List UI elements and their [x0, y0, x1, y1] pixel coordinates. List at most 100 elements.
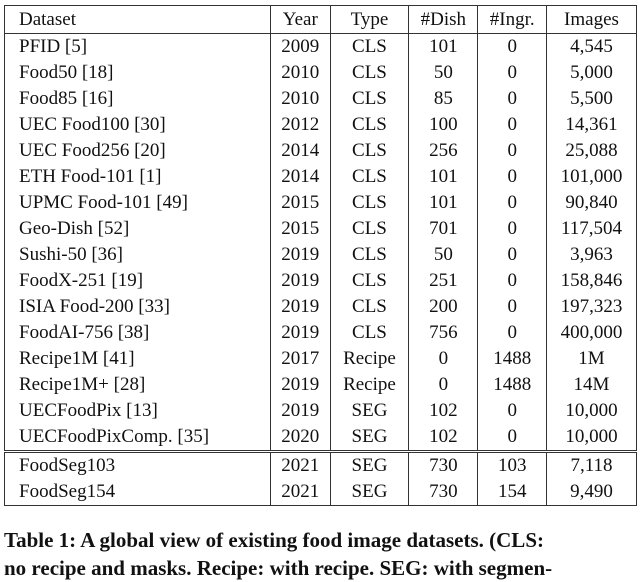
table-cell: 2019: [269, 242, 331, 268]
table-cell: 0: [477, 242, 547, 268]
table-cell: 102: [408, 424, 479, 452]
table-cell: 0: [477, 320, 547, 346]
table-cell: UPMC Food-101 [49]: [4, 190, 271, 216]
table-cell: Food50 [18]: [4, 60, 271, 86]
table-cell: 2019: [269, 320, 331, 346]
table-cell: 103: [477, 450, 547, 479]
table-wrap: Dataset Year Type #Dish #Ingr. Images PFID [5]…: [4, 5, 638, 506]
table-cell: 2021: [269, 450, 331, 479]
table-cell: 0: [477, 60, 547, 86]
table-row: Recipe1M [41] 2017 Recipe 0 1488 1M: [4, 346, 638, 372]
table-cell: 197,323: [545, 294, 638, 320]
table-cell: CLS: [329, 320, 410, 346]
table-row: UECFoodPix [13] 2019 SEG 102 0 10,000: [4, 398, 638, 424]
table-cell: 50: [408, 60, 479, 86]
table-cell: CLS: [329, 138, 410, 164]
table-cell: 10,000: [545, 398, 638, 424]
table-cell: 251: [408, 268, 479, 294]
table-cell: CLS: [329, 86, 410, 112]
header-cell: #Ingr.: [477, 5, 547, 34]
table-cell: 154: [477, 479, 547, 506]
table-cell: 0: [477, 190, 547, 216]
table-cell: 756: [408, 320, 479, 346]
caption-line: Table 1: A global view of existing food …: [4, 528, 544, 552]
table-cell: CLS: [329, 294, 410, 320]
table-cell: ISIA Food-200 [33]: [4, 294, 271, 320]
header-cell: Dataset: [4, 5, 271, 34]
header-cell: Year: [269, 5, 331, 34]
table-cell: 2021: [269, 479, 331, 506]
table-cell: PFID [5]: [4, 33, 271, 60]
table-cell: 25,088: [545, 138, 638, 164]
table-cell: 2019: [269, 294, 331, 320]
table-cell: SEG: [329, 398, 410, 424]
table-cell: 0: [477, 294, 547, 320]
table-cell: 100: [408, 112, 479, 138]
header-cell: #Dish: [408, 5, 479, 34]
table-cell: FoodSeg154: [4, 479, 271, 506]
header-cell: Type: [329, 5, 410, 34]
table-cell: CLS: [329, 216, 410, 242]
table-cell: 0: [408, 346, 479, 372]
table-cell: 117,504: [545, 216, 638, 242]
table-cell: 14,361: [545, 112, 638, 138]
table-row: Geo-Dish [52] 2015 CLS 701 0 117,504: [4, 216, 638, 242]
table-cell: CLS: [329, 112, 410, 138]
table-cell: 2014: [269, 138, 331, 164]
table-cell: 2009: [269, 33, 331, 60]
table-cell: 730: [408, 450, 479, 479]
header-cell: Images: [545, 5, 638, 34]
table-cell: FoodAI-756 [38]: [4, 320, 271, 346]
table-cell: 1M: [545, 346, 638, 372]
table-cell: CLS: [329, 268, 410, 294]
table-cell: SEG: [329, 450, 410, 479]
table-cell: 102: [408, 398, 479, 424]
table-cell: 7,118: [545, 450, 638, 479]
table-cell: 3,963: [545, 242, 638, 268]
table-caption: Table 1: A global view of existing food …: [4, 526, 638, 582]
table-cell: 2012: [269, 112, 331, 138]
table-cell: 4,545: [545, 33, 638, 60]
table-cell: Recipe1M [41]: [4, 346, 271, 372]
table-row: UEC Food100 [30] 2012 CLS 100 0 14,361: [4, 112, 638, 138]
table-cell: 2015: [269, 216, 331, 242]
table-cell: 0: [477, 86, 547, 112]
table-row: ETH Food-101 [1] 2014 CLS 101 0 101,000: [4, 164, 638, 190]
table-cell: SEG: [329, 479, 410, 506]
table-cell: 2014: [269, 164, 331, 190]
table-cell: 2010: [269, 60, 331, 86]
table-cell: FoodSeg103: [4, 450, 271, 479]
table-cell: 85: [408, 86, 479, 112]
dataset-table: Dataset Year Type #Dish #Ingr. Images PFID [5]…: [4, 5, 638, 506]
table-row: UECFoodPixComp. [35] 2020 SEG 102 0 10,000: [4, 424, 638, 452]
table-row: Recipe1M+ [28] 2019 Recipe 0 1488 14M: [4, 372, 638, 398]
table-cell: Sushi-50 [36]: [4, 242, 271, 268]
table-cell: CLS: [329, 60, 410, 86]
table-cell: 400,000: [545, 320, 638, 346]
table-cell: 0: [477, 138, 547, 164]
table-cell: 9,490: [545, 479, 638, 506]
table-row: Sushi-50 [36] 2019 CLS 50 0 3,963: [4, 242, 638, 268]
table-cell: 2010: [269, 86, 331, 112]
table-row: Food50 [18] 2010 CLS 50 0 5,000: [4, 60, 638, 86]
table-cell: Geo-Dish [52]: [4, 216, 271, 242]
table-cell: 0: [408, 372, 479, 398]
table-cell: 5,500: [545, 86, 638, 112]
header-row: Dataset Year Type #Dish #Ingr. Images: [4, 5, 638, 34]
table-cell: CLS: [329, 242, 410, 268]
table-cell: Food85 [16]: [4, 86, 271, 112]
table-cell: 200: [408, 294, 479, 320]
table-cell: 701: [408, 216, 479, 242]
table-cell: CLS: [329, 190, 410, 216]
table-cell: 256: [408, 138, 479, 164]
table-cell: 0: [477, 424, 547, 452]
table-cell: 2015: [269, 190, 331, 216]
table-cell: 14M: [545, 372, 638, 398]
table-cell: Recipe: [329, 372, 410, 398]
table-cell: 90,840: [545, 190, 638, 216]
table-cell: Recipe: [329, 346, 410, 372]
table-cell: 5,000: [545, 60, 638, 86]
table-row: FoodSeg154 2021 SEG 730 154 9,490: [4, 479, 638, 506]
table-cell: CLS: [329, 33, 410, 60]
